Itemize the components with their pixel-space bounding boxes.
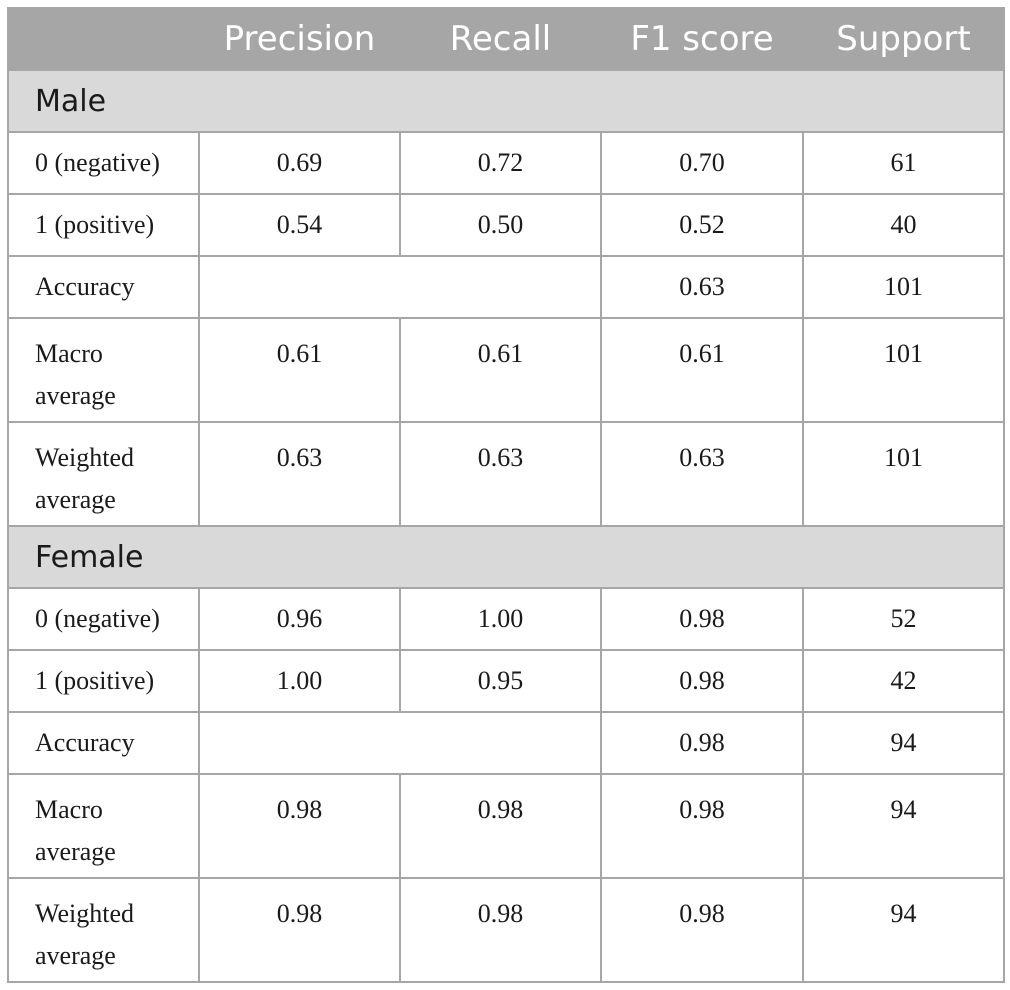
row-label: 0 (negative) (7, 587, 200, 651)
precision-cell: 0.54 (198, 193, 401, 257)
table-row: Accuracy 0.63 101 (7, 255, 1005, 319)
support-cell: 52 (802, 587, 1005, 651)
table-row: 1 (positive) 1.00 0.95 0.98 42 (7, 649, 1005, 713)
header-empty (7, 7, 200, 71)
support-cell: 42 (802, 649, 1005, 713)
f1-cell: 0.98 (600, 773, 804, 879)
precision-cell: 0.98 (198, 773, 401, 879)
f1-cell: 0.98 (600, 877, 804, 983)
table-row: 0 (negative) 0.69 0.72 0.70 61 (7, 131, 1005, 195)
table-row: Weighted average 0.98 0.98 0.98 94 (7, 877, 1005, 983)
f1-cell: 0.61 (600, 317, 804, 423)
group-row-male: Male (7, 69, 1005, 133)
support-cell: 40 (802, 193, 1005, 257)
row-label: Macro average (7, 317, 200, 423)
precision-cell: 0.61 (198, 317, 401, 423)
group-title: Female (7, 525, 1005, 589)
header-precision: Precision (198, 7, 401, 71)
row-label-line1: Weighted (35, 899, 134, 928)
row-label: Accuracy (7, 255, 200, 319)
precision-cell: 1.00 (198, 649, 401, 713)
header-recall: Recall (399, 7, 602, 71)
f1-cell: 0.98 (600, 711, 804, 775)
row-label: Weighted average (7, 877, 200, 983)
header-f1-score: F1 score (600, 7, 804, 71)
table-row: 1 (positive) 0.54 0.50 0.52 40 (7, 193, 1005, 257)
header-support: Support (802, 7, 1005, 71)
row-label-line1: Macro (35, 795, 103, 824)
recall-cell: 0.72 (399, 131, 602, 195)
precision-cell: 0.96 (198, 587, 401, 651)
f1-cell: 0.70 (600, 131, 804, 195)
row-label-line2: average (35, 941, 116, 970)
group-row-female: Female (7, 525, 1005, 589)
row-label: Macro average (7, 773, 200, 879)
table-row: Macro average 0.61 0.61 0.61 101 (7, 317, 1005, 423)
precision-cell: 0.69 (198, 131, 401, 195)
support-cell: 94 (802, 773, 1005, 879)
row-label-line2: average (35, 485, 116, 514)
row-label-line2: average (35, 381, 116, 410)
f1-cell: 0.63 (600, 421, 804, 527)
recall-cell: 0.61 (399, 317, 602, 423)
support-cell: 101 (802, 317, 1005, 423)
empty-merged-cell (198, 711, 602, 775)
row-label: 1 (positive) (7, 193, 200, 257)
table-row: Weighted average 0.63 0.63 0.63 101 (7, 421, 1005, 527)
precision-cell: 0.98 (198, 877, 401, 983)
row-label: 1 (positive) (7, 649, 200, 713)
f1-cell: 0.98 (600, 587, 804, 651)
support-cell: 94 (802, 711, 1005, 775)
recall-cell: 0.98 (399, 773, 602, 879)
f1-cell: 0.98 (600, 649, 804, 713)
classification-report-table: Precision Recall F1 score Support Male 0… (7, 7, 1005, 983)
row-label-line1: Weighted (35, 443, 134, 472)
group-title: Male (7, 69, 1005, 133)
precision-cell: 0.63 (198, 421, 401, 527)
f1-cell: 0.63 (600, 255, 804, 319)
row-label: Accuracy (7, 711, 200, 775)
support-cell: 101 (802, 421, 1005, 527)
row-label-line1: Macro (35, 339, 103, 368)
empty-merged-cell (198, 255, 602, 319)
row-label-line2: average (35, 837, 116, 866)
table-row: Accuracy 0.98 94 (7, 711, 1005, 775)
row-label: Weighted average (7, 421, 200, 527)
support-cell: 61 (802, 131, 1005, 195)
table-row: Macro average 0.98 0.98 0.98 94 (7, 773, 1005, 879)
row-label: 0 (negative) (7, 131, 200, 195)
table-row: 0 (negative) 0.96 1.00 0.98 52 (7, 587, 1005, 651)
f1-cell: 0.52 (600, 193, 804, 257)
support-cell: 101 (802, 255, 1005, 319)
recall-cell: 0.95 (399, 649, 602, 713)
header-row: Precision Recall F1 score Support (7, 7, 1005, 71)
recall-cell: 0.50 (399, 193, 602, 257)
recall-cell: 1.00 (399, 587, 602, 651)
recall-cell: 0.98 (399, 877, 602, 983)
recall-cell: 0.63 (399, 421, 602, 527)
support-cell: 94 (802, 877, 1005, 983)
